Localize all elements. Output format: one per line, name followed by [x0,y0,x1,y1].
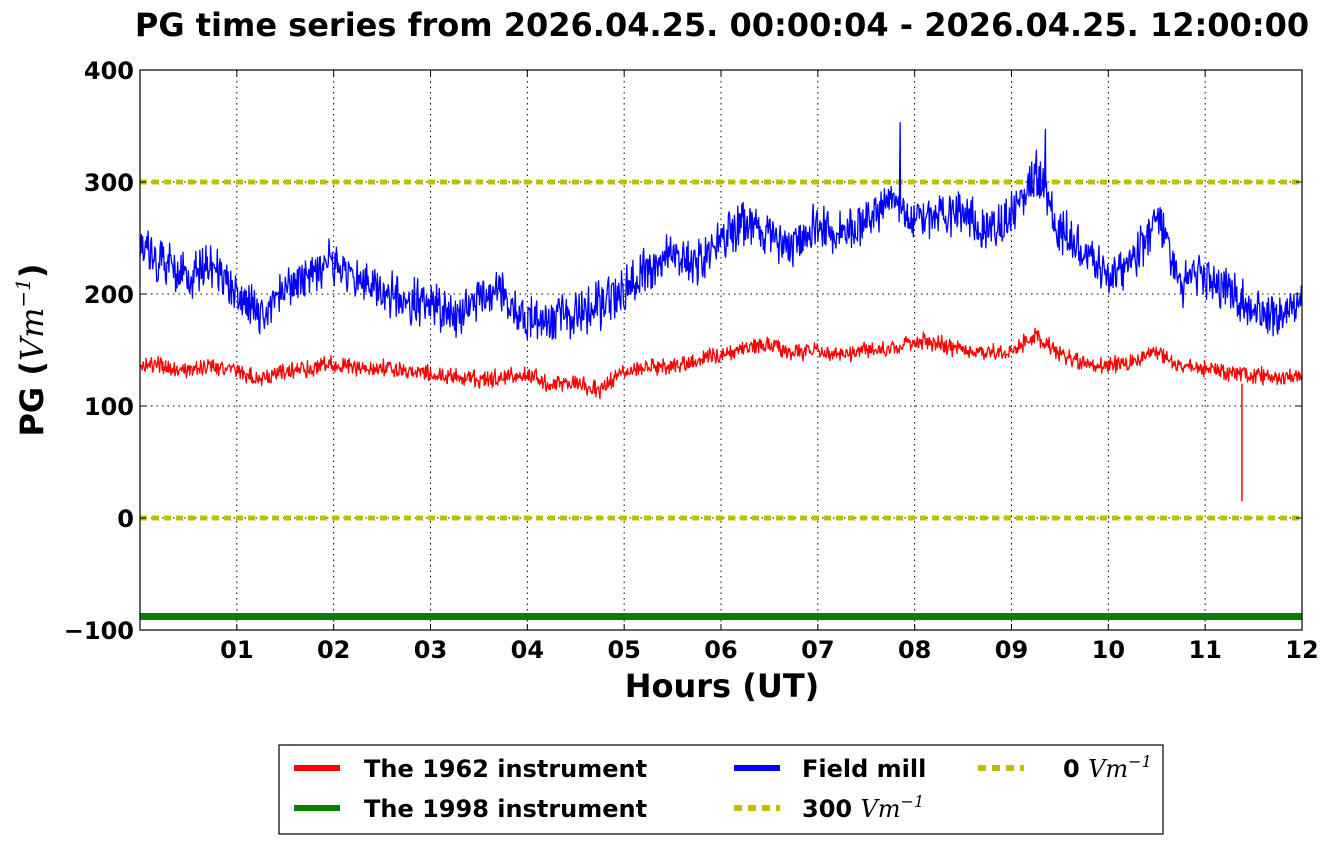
y-tick-label: 300 [84,169,134,197]
x-tick-label: 08 [898,636,931,664]
plot-area [139,69,1303,631]
x-tick-label: 10 [1092,636,1125,664]
plot-background [140,70,1302,630]
x-tick-label: 11 [1188,636,1221,664]
x-tick-label: 09 [995,636,1028,664]
legend: The 1962 instrument The 1998 instrument Fi… [278,744,1164,835]
legend-items: The 1962 instrument The 1998 instrument Fi… [294,752,1152,823]
x-axis-ticks: 01 02 03 04 05 06 07 08 09 10 11 12 [220,70,1319,664]
series-line-1962-instrument [140,327,1302,400]
series-layer [140,121,1302,621]
y-tick-label: 0 [117,505,134,533]
y-tick-label: 400 [84,57,134,85]
y-axis-title: PG (Vm−1) [11,263,51,436]
x-tick-label: 12 [1285,636,1318,664]
y-axis-title-unit: Vm [13,308,51,361]
legend-label: The 1962 instrument [364,755,647,783]
chart-title: PG time series from 2026.04.25. 00:00:04… [135,6,1309,44]
x-tick-label: 07 [801,636,834,664]
y-axis-title-prefix: PG ( [13,361,51,436]
y-tick-label: 200 [84,281,134,309]
legend-frame [278,744,1164,835]
y-tick-label: 100 [84,393,134,421]
series-line-field-mill [140,121,1302,341]
x-tick-label: 03 [414,636,447,664]
x-tick-label: 05 [607,636,640,664]
y-tick-label: −100 [64,617,134,645]
x-tick-label: 04 [511,636,544,664]
y-axis-title-exponent: −1 [11,278,35,307]
legend-label: 300 Vm−1 [802,792,924,823]
x-axis-title: Hours (UT) [625,667,820,705]
x-tick-label: 02 [317,636,350,664]
legend-label: Field mill [802,755,926,783]
legend-label: The 1998 instrument [364,795,647,823]
x-tick-label: 01 [220,636,253,664]
legend-label: 0 Vm−1 [1063,752,1152,783]
y-axis-title-suffix: ) [13,263,51,278]
y-axis-ticks: −100 0 100 200 300 400 [64,57,1302,645]
x-tick-label: 06 [704,636,737,664]
